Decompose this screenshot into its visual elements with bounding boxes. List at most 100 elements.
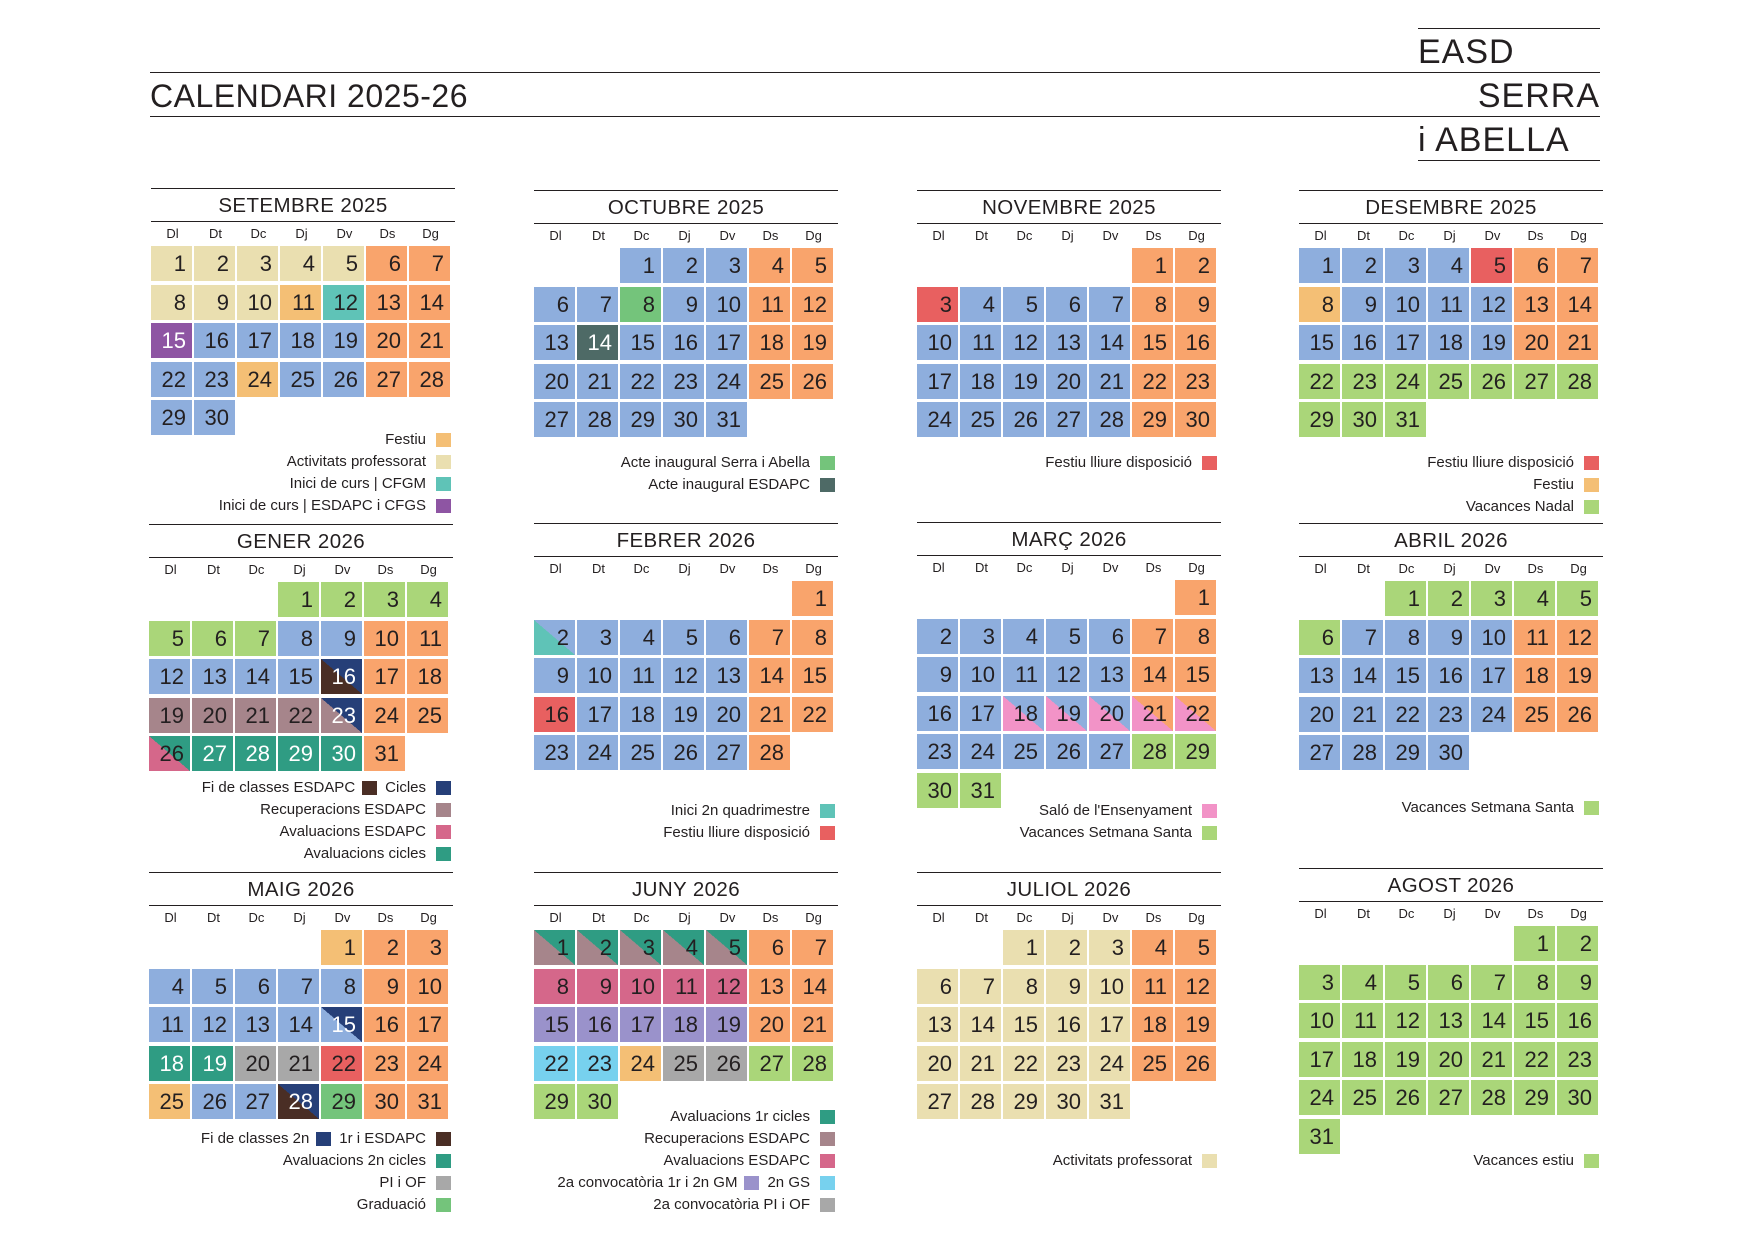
- day-cell[interactable]: 5: [706, 930, 747, 965]
- day-cell[interactable]: 3: [960, 618, 1001, 654]
- day-cell[interactable]: 1: [151, 246, 192, 281]
- day-cell[interactable]: 29: [278, 736, 319, 771]
- day-cell[interactable]: 19: [706, 1007, 747, 1042]
- day-cell[interactable]: 9: [917, 657, 958, 692]
- day-cell[interactable]: 21: [1557, 325, 1598, 360]
- day-cell[interactable]: 4: [1132, 930, 1173, 965]
- day-cell[interactable]: 26: [1471, 363, 1512, 399]
- day-cell[interactable]: 28: [1342, 735, 1383, 770]
- day-cell[interactable]: 12: [1003, 325, 1044, 360]
- day-cell[interactable]: 7: [235, 620, 276, 656]
- day-cell[interactable]: 3: [1299, 964, 1340, 1000]
- day-cell[interactable]: 26: [1003, 402, 1044, 437]
- day-cell[interactable]: 28: [278, 1084, 319, 1119]
- day-cell[interactable]: 18: [1428, 325, 1469, 360]
- day-cell[interactable]: 12: [706, 968, 747, 1004]
- day-cell[interactable]: 28: [409, 361, 450, 397]
- day-cell[interactable]: 10: [917, 325, 958, 360]
- day-cell[interactable]: 9: [1557, 964, 1598, 1000]
- day-cell[interactable]: 28: [235, 736, 276, 771]
- day-cell[interactable]: 10: [960, 657, 1001, 692]
- day-cell[interactable]: 29: [321, 1084, 362, 1119]
- day-cell[interactable]: 7: [1132, 618, 1173, 654]
- day-cell[interactable]: 31: [364, 736, 405, 771]
- day-cell[interactable]: 25: [1428, 363, 1469, 399]
- day-cell[interactable]: 5: [1046, 618, 1087, 654]
- day-cell[interactable]: 1: [792, 581, 833, 616]
- day-cell[interactable]: 6: [749, 930, 790, 965]
- day-cell[interactable]: 3: [620, 930, 661, 965]
- day-cell[interactable]: 26: [192, 1084, 233, 1119]
- day-cell[interactable]: 2: [321, 582, 362, 617]
- day-cell[interactable]: 24: [960, 734, 1001, 769]
- day-cell[interactable]: 30: [321, 736, 362, 771]
- day-cell[interactable]: 30: [1557, 1080, 1598, 1115]
- day-cell[interactable]: 6: [1299, 619, 1340, 655]
- day-cell[interactable]: 16: [1428, 658, 1469, 693]
- day-cell[interactable]: 15: [1385, 658, 1426, 693]
- day-cell[interactable]: 6: [917, 968, 958, 1004]
- day-cell[interactable]: 10: [577, 658, 618, 693]
- day-cell[interactable]: 8: [1132, 286, 1173, 322]
- day-cell[interactable]: 8: [534, 968, 575, 1004]
- day-cell[interactable]: 7: [749, 619, 790, 655]
- day-cell[interactable]: 6: [235, 968, 276, 1004]
- day-cell[interactable]: 21: [1342, 696, 1383, 732]
- day-cell[interactable]: 30: [1342, 402, 1383, 437]
- day-cell[interactable]: 12: [1175, 968, 1216, 1004]
- day-cell[interactable]: 7: [278, 968, 319, 1004]
- day-cell[interactable]: 28: [1471, 1080, 1512, 1115]
- day-cell[interactable]: 4: [749, 248, 790, 283]
- day-cell[interactable]: 7: [1089, 286, 1130, 322]
- day-cell[interactable]: 25: [407, 697, 448, 733]
- day-cell[interactable]: 22: [278, 697, 319, 733]
- day-cell[interactable]: 1: [1299, 248, 1340, 283]
- day-cell[interactable]: 26: [792, 363, 833, 399]
- day-cell[interactable]: 1: [1385, 581, 1426, 616]
- day-cell[interactable]: 19: [1046, 695, 1087, 731]
- day-cell[interactable]: 29: [620, 402, 661, 437]
- day-cell[interactable]: 2: [577, 930, 618, 965]
- day-cell[interactable]: 27: [192, 736, 233, 771]
- day-cell[interactable]: 17: [917, 363, 958, 399]
- day-cell[interactable]: 11: [1003, 657, 1044, 692]
- day-cell[interactable]: 15: [1514, 1003, 1555, 1038]
- day-cell[interactable]: 14: [577, 325, 618, 360]
- day-cell[interactable]: 3: [1471, 581, 1512, 616]
- day-cell[interactable]: 21: [792, 1007, 833, 1042]
- day-cell[interactable]: 15: [321, 1007, 362, 1042]
- day-cell[interactable]: 14: [1471, 1003, 1512, 1038]
- day-cell[interactable]: 14: [235, 659, 276, 694]
- day-cell[interactable]: 24: [237, 361, 278, 397]
- day-cell[interactable]: 16: [1557, 1003, 1598, 1038]
- day-cell[interactable]: 14: [1342, 658, 1383, 693]
- day-cell[interactable]: 7: [960, 968, 1001, 1004]
- day-cell[interactable]: 10: [364, 620, 405, 656]
- day-cell[interactable]: 1: [1514, 926, 1555, 961]
- day-cell[interactable]: 15: [534, 1007, 575, 1042]
- day-cell[interactable]: 30: [1046, 1084, 1087, 1119]
- day-cell[interactable]: 5: [1175, 930, 1216, 965]
- day-cell[interactable]: 9: [321, 620, 362, 656]
- day-cell[interactable]: 2: [1342, 248, 1383, 283]
- day-cell[interactable]: 22: [321, 1045, 362, 1081]
- day-cell[interactable]: 4: [149, 968, 190, 1004]
- day-cell[interactable]: 12: [192, 1007, 233, 1042]
- day-cell[interactable]: 5: [149, 620, 190, 656]
- day-cell[interactable]: 4: [1428, 248, 1469, 283]
- day-cell[interactable]: 25: [1003, 734, 1044, 769]
- day-cell[interactable]: 30: [364, 1084, 405, 1119]
- day-cell[interactable]: 3: [577, 619, 618, 655]
- day-cell[interactable]: 7: [1471, 964, 1512, 1000]
- day-cell[interactable]: 8: [792, 619, 833, 655]
- day-cell[interactable]: 12: [1471, 286, 1512, 322]
- day-cell[interactable]: 2: [1175, 248, 1216, 283]
- day-cell[interactable]: 15: [151, 323, 192, 358]
- day-cell[interactable]: 11: [663, 968, 704, 1004]
- day-cell[interactable]: 2: [364, 930, 405, 965]
- day-cell[interactable]: 4: [1342, 964, 1383, 1000]
- day-cell[interactable]: 4: [1003, 618, 1044, 654]
- day-cell[interactable]: 8: [620, 286, 661, 322]
- day-cell[interactable]: 11: [1132, 968, 1173, 1004]
- day-cell[interactable]: 20: [1514, 325, 1555, 360]
